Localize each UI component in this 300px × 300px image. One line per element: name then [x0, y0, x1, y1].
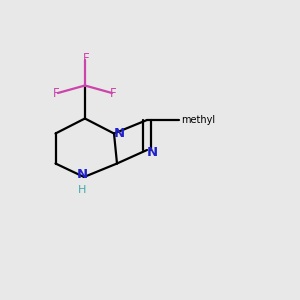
Text: N: N: [77, 168, 88, 182]
Text: H: H: [78, 184, 87, 195]
Text: N: N: [147, 146, 158, 159]
Text: F: F: [53, 86, 60, 100]
Text: F: F: [83, 52, 90, 65]
Text: methyl: methyl: [182, 115, 216, 125]
Text: N: N: [114, 127, 125, 140]
Text: F: F: [110, 86, 117, 100]
